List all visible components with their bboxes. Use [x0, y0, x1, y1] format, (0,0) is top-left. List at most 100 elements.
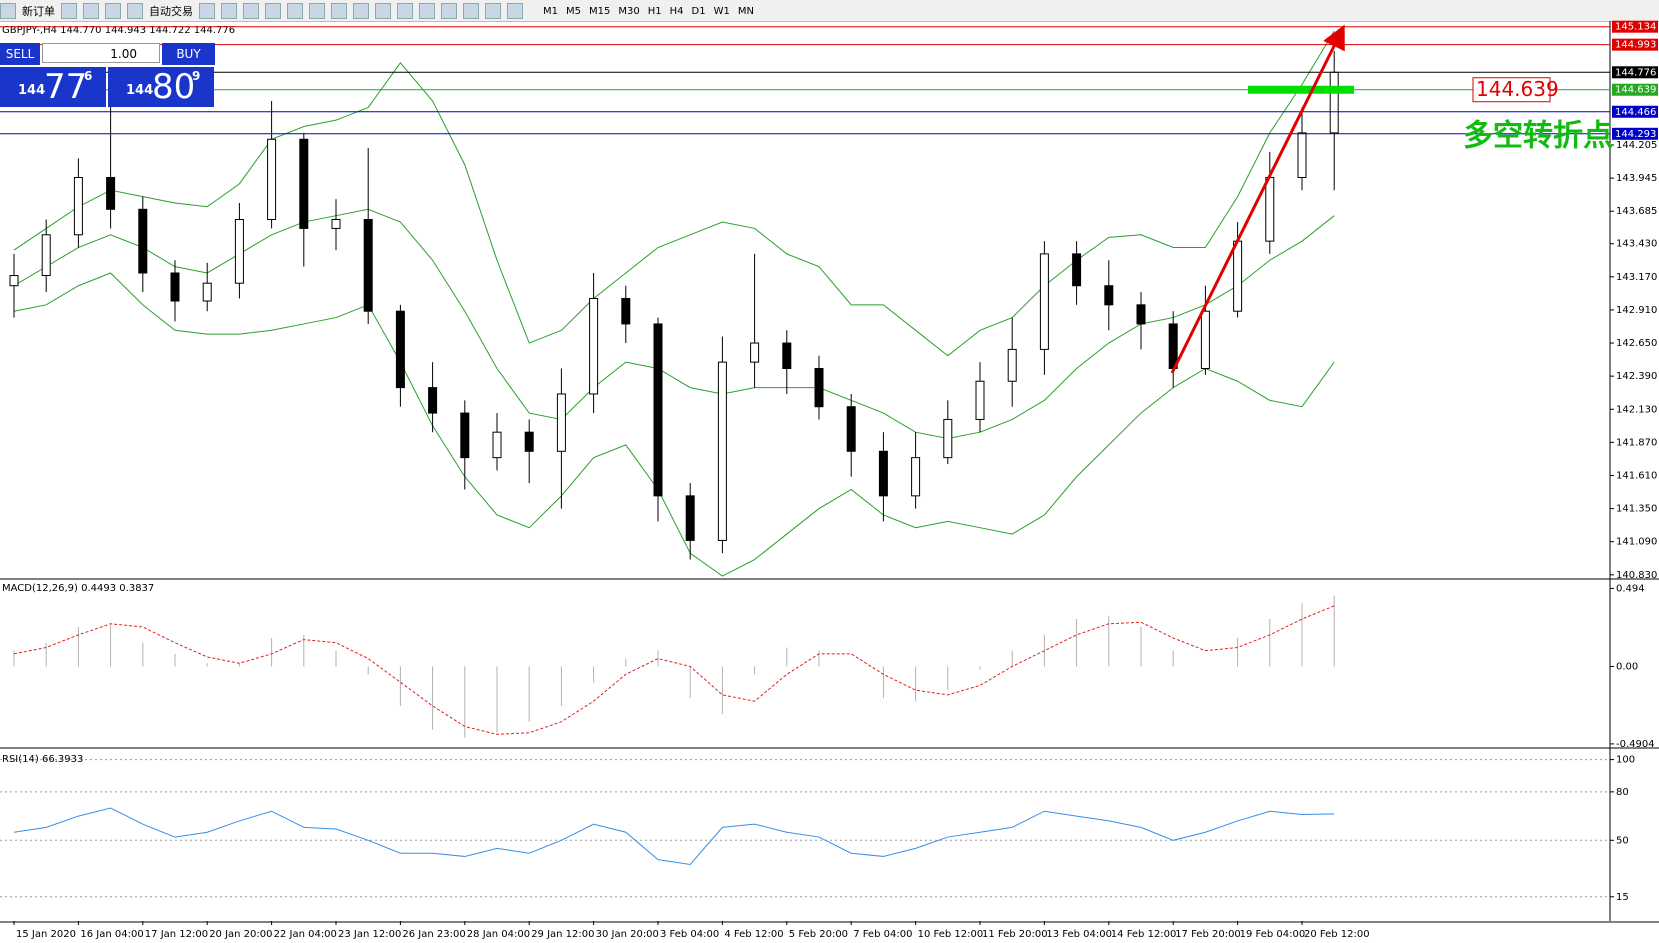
x-tick-label: 17 Feb 20:00 — [1175, 929, 1241, 940]
candle-body — [1329, 71, 1339, 134]
candle-body — [1297, 132, 1307, 178]
buy-price[interactable]: 144 80 9 — [108, 67, 214, 107]
candle-body — [460, 412, 470, 459]
icon[interactable] — [265, 2, 281, 19]
x-tick-label: 30 Jan 20:00 — [596, 929, 659, 940]
candle-body — [428, 387, 438, 414]
x-tick-label: 5 Feb 20:00 — [789, 929, 848, 940]
signal-line — [13, 605, 1335, 735]
icon[interactable] — [397, 2, 413, 19]
icon[interactable] — [375, 2, 391, 19]
auto-trading[interactable]: 自动交易 — [149, 4, 193, 18]
timeframe[interactable]: D1 — [691, 6, 706, 17]
price-tag — [1612, 105, 1658, 118]
timeframe[interactable]: MN — [737, 6, 754, 17]
bollinger-lower — [13, 272, 1335, 577]
sell-price[interactable]: 144 77 6 — [0, 67, 106, 107]
lot-input[interactable]: 1.00 — [42, 43, 160, 63]
x-tick-label: 29 Jan 12:00 — [531, 929, 594, 940]
x-tick-label: 23 Jan 12:00 — [338, 929, 401, 940]
price-tag — [1612, 38, 1658, 51]
price-tag — [1612, 66, 1658, 79]
candle-body — [975, 380, 985, 420]
timeframe[interactable]: W1 — [713, 6, 730, 17]
timeframe[interactable]: H1 — [647, 6, 662, 17]
x-tick-label: 15 Jan 2020 — [16, 929, 76, 940]
x-tick-label: 13 Feb 04:00 — [1046, 929, 1112, 940]
icon[interactable] — [287, 2, 303, 19]
y-tick-label: 141.610 — [1616, 470, 1657, 481]
icon[interactable] — [309, 2, 325, 19]
candle-body — [782, 342, 792, 370]
icon[interactable] — [243, 2, 259, 19]
candle-body — [1104, 285, 1114, 306]
timeframe[interactable]: M1 — [543, 6, 558, 17]
y-tick-label: 0.00 — [1616, 661, 1638, 672]
icon[interactable] — [61, 2, 77, 19]
pane-title: RSI(14) 66.3933 — [2, 754, 83, 765]
icon[interactable] — [199, 2, 215, 19]
candle-body — [1007, 348, 1017, 382]
y-tick-label: 143.685 — [1616, 206, 1657, 217]
y-tick-label: 141.350 — [1616, 504, 1657, 515]
buy-button[interactable]: BUY — [162, 43, 215, 65]
candle-body — [395, 310, 405, 389]
price-tag-label: 144.993 — [1615, 40, 1656, 51]
y-tick-label: 141.090 — [1616, 537, 1657, 548]
x-tick-label: 7 Feb 04:00 — [853, 929, 912, 940]
y-tick-label: 144.205 — [1616, 140, 1657, 151]
pane-title: MACD(12,26,9) 0.4493 0.3837 — [2, 583, 154, 594]
candle-body — [299, 138, 309, 229]
x-tick-label: 26 Jan 23:00 — [402, 929, 465, 940]
timeframe[interactable]: M30 — [618, 6, 640, 17]
icon[interactable] — [105, 2, 121, 19]
one-click-panel: SELL 1.00 BUY 144 77 6 144 80 9 — [0, 43, 215, 107]
icon[interactable] — [331, 2, 347, 19]
candle-body — [138, 208, 148, 274]
y-tick-label: 142.650 — [1616, 338, 1657, 349]
icon[interactable] — [485, 2, 501, 19]
icon[interactable] — [83, 2, 99, 19]
candle-body — [73, 176, 83, 236]
icon[interactable] — [441, 2, 457, 19]
candle-body — [170, 272, 180, 302]
icon[interactable] — [0, 2, 16, 19]
candle-body — [1072, 253, 1082, 287]
price-tag-label: 144.639 — [1615, 85, 1656, 96]
candle-body — [1039, 253, 1049, 350]
price-tag — [1612, 20, 1658, 33]
x-tick-label: 22 Jan 04:00 — [274, 929, 337, 940]
y-tick-label: -0.4904 — [1616, 739, 1655, 750]
icon[interactable] — [221, 2, 237, 19]
sell-button[interactable]: SELL — [0, 43, 40, 65]
toolbar: 新订单 自动交易 M1 M5 M15 M30 H1 H4 D1 W1 MN — [0, 0, 1659, 22]
candle-body — [1136, 304, 1146, 325]
candle-body — [621, 297, 631, 325]
bollinger-upper — [13, 30, 1335, 357]
icon[interactable] — [353, 2, 369, 19]
new-order[interactable]: 新订单 — [22, 4, 55, 18]
y-tick-label: 140.830 — [1616, 570, 1657, 581]
annotation: 144.639 — [1476, 77, 1559, 101]
x-tick-label: 28 Jan 04:00 — [467, 929, 530, 940]
candle-body — [9, 275, 19, 287]
candle-body — [556, 393, 566, 452]
candle-body — [717, 361, 727, 541]
price-tag — [1612, 127, 1658, 140]
timeframes: M1 M5 M15 M30 H1 H4 D1 W1 MN — [539, 4, 758, 17]
icon[interactable] — [127, 2, 143, 19]
price-tag-label: 144.466 — [1615, 107, 1656, 118]
y-tick-label: 142.130 — [1616, 404, 1657, 415]
candle-body — [106, 176, 116, 210]
icon[interactable] — [507, 2, 523, 19]
timeframe[interactable]: M15 — [589, 6, 611, 17]
icon[interactable] — [419, 2, 435, 19]
candle-body — [234, 219, 244, 284]
timeframe[interactable]: M5 — [566, 6, 581, 17]
icon[interactable] — [463, 2, 479, 19]
timeframe[interactable]: H4 — [669, 6, 684, 17]
candle-body — [653, 323, 663, 497]
x-tick-label: 20 Jan 20:00 — [209, 929, 272, 940]
